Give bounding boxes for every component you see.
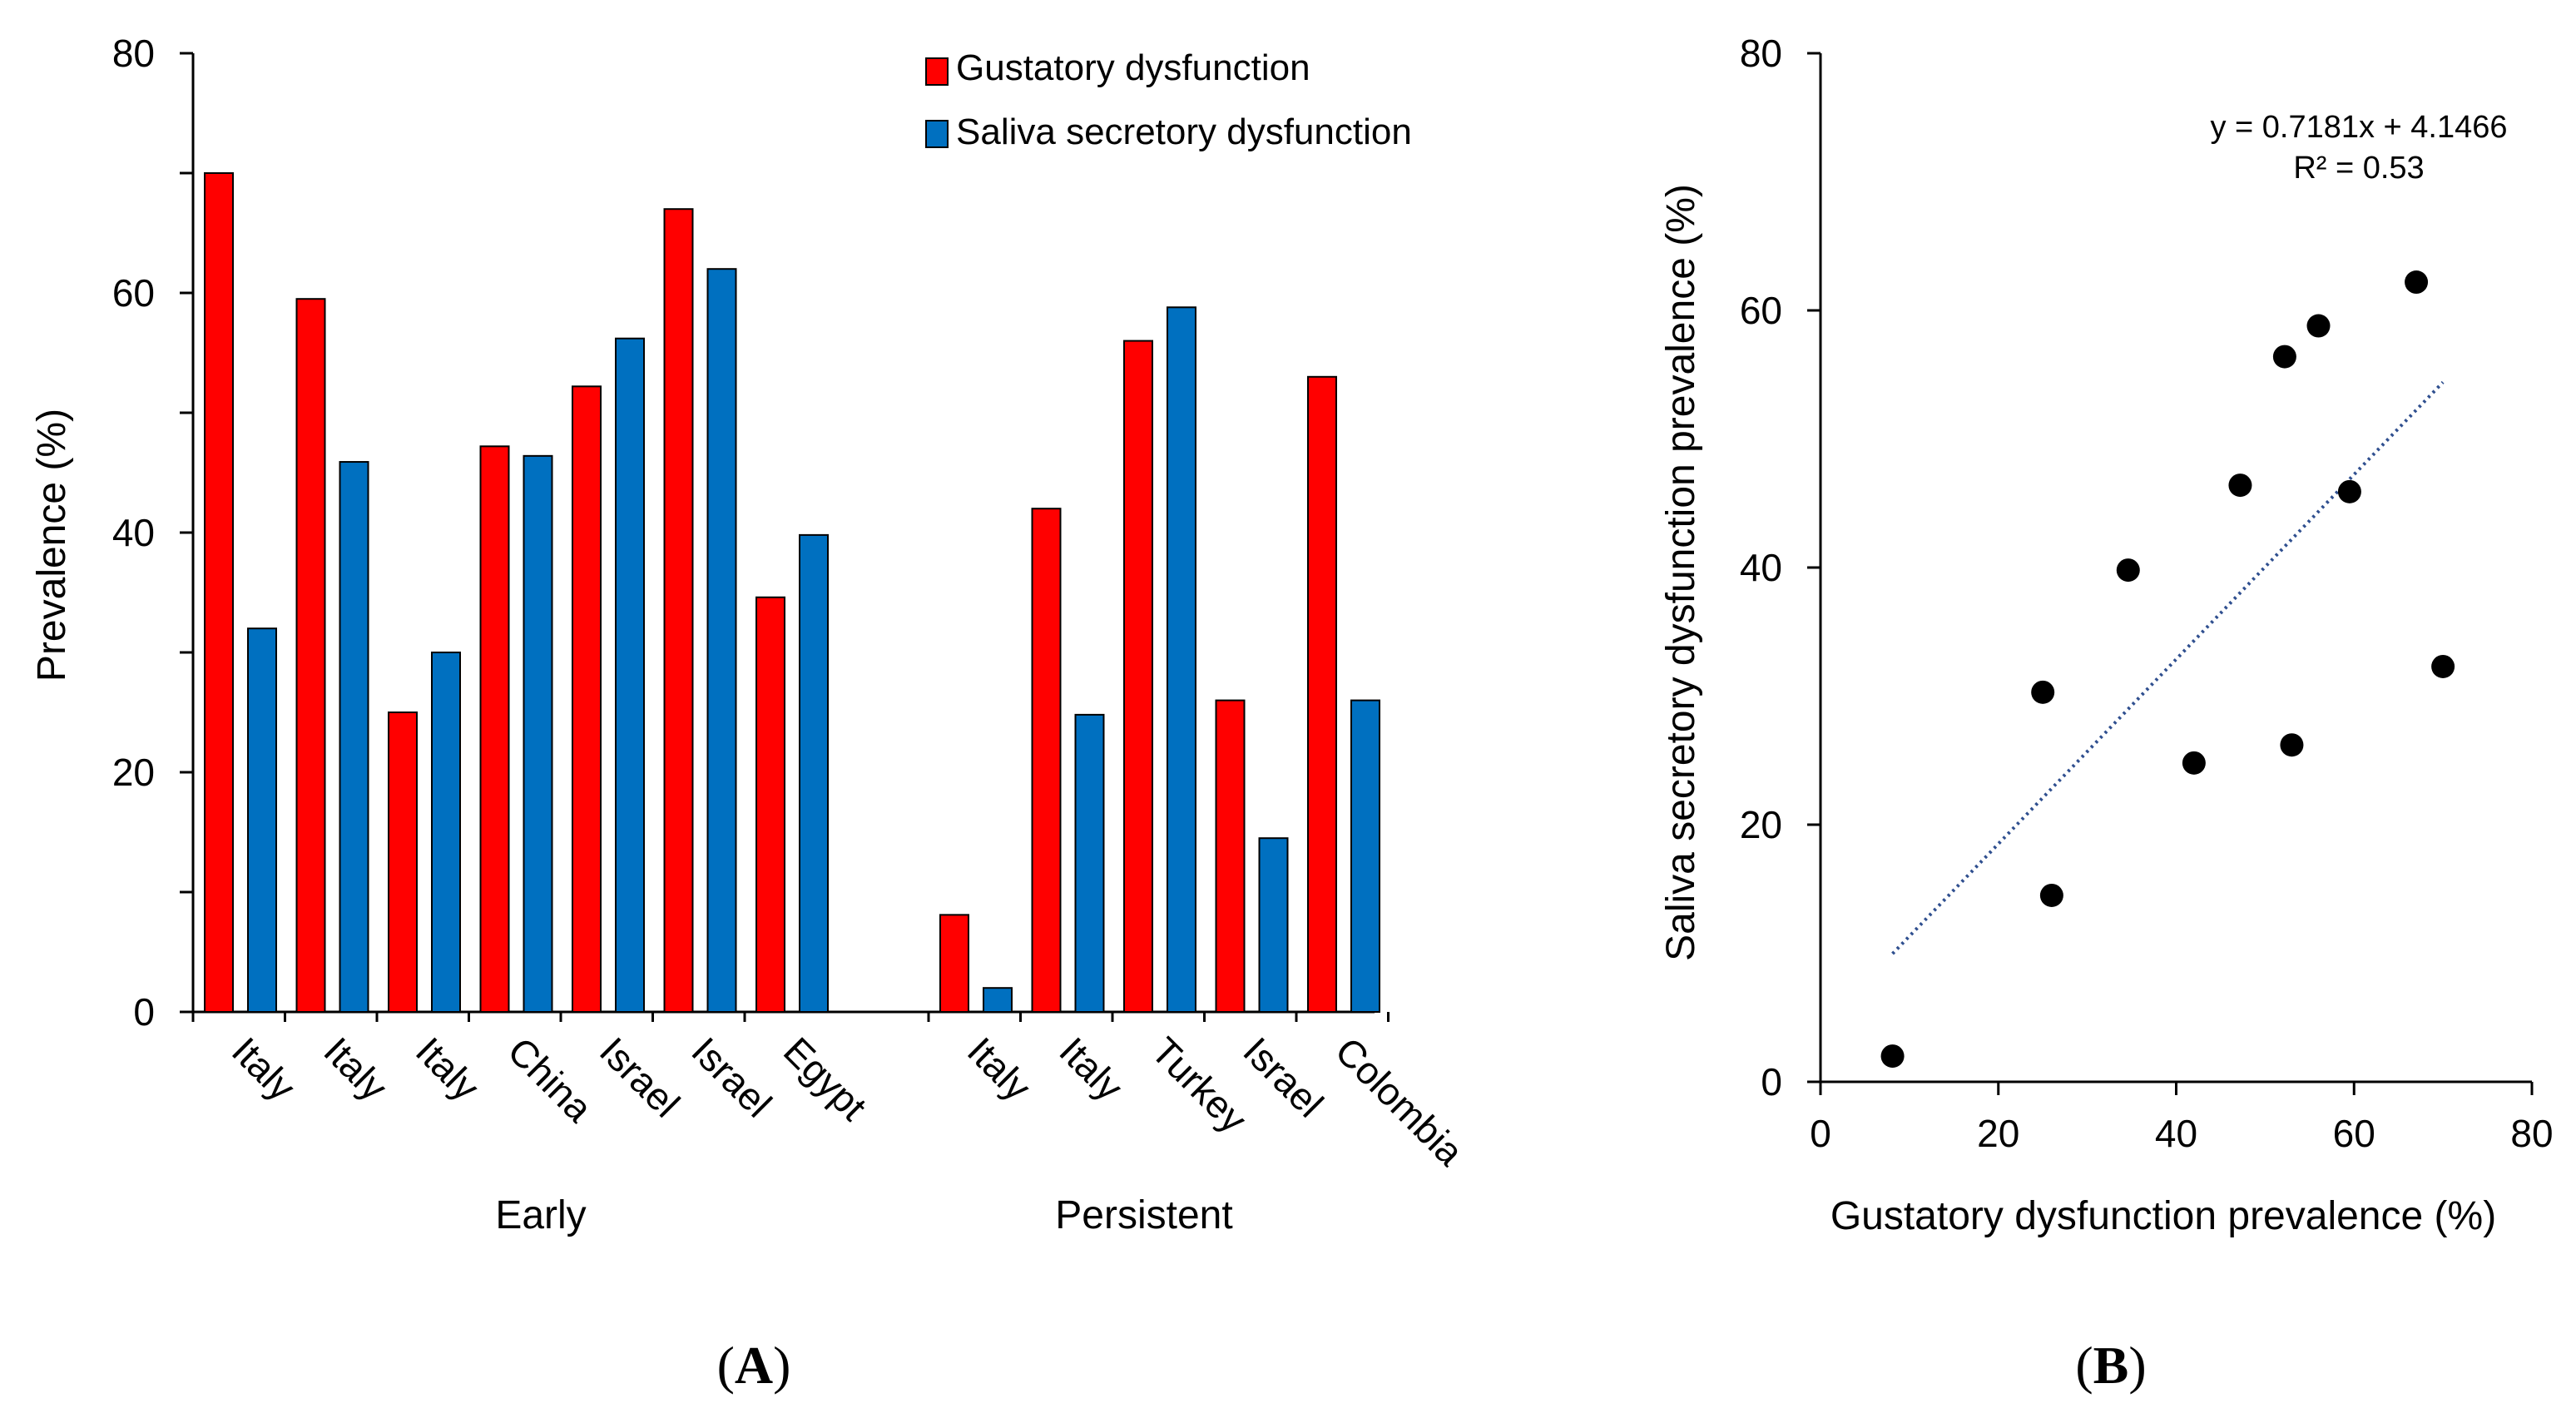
bar-gustatory (295, 298, 326, 1013)
scatter-point (2272, 345, 2296, 369)
category-label: Italy (1051, 1029, 1131, 1108)
panel-b-tick-labels: 0 20 40 60 80 0 20 40 60 80 (1740, 32, 2554, 1155)
bar-saliva (339, 461, 369, 1013)
bar-saliva (1350, 699, 1380, 1013)
category-label: Italy (408, 1029, 488, 1108)
panel-b-x-tick-label: 80 (2510, 1112, 2553, 1155)
bar-saliva (1074, 713, 1105, 1013)
bar-gustatory (939, 914, 969, 1013)
category-label: Israel (683, 1029, 780, 1125)
panel-b-y-tick-label: 80 (1740, 32, 1782, 75)
panel-a-group-label-persistent: Persistent (1055, 1193, 1232, 1237)
bar-gustatory (204, 172, 234, 1013)
category-label: Israel (592, 1029, 688, 1125)
panel-a-y-tick-label: 40 (112, 511, 155, 554)
panel-b-x-tick-label: 0 (1810, 1112, 1831, 1155)
bar-saliva (523, 454, 553, 1013)
category-label: Egypt (775, 1029, 875, 1128)
panel-a-tick-labels: 0 20 40 60 80 (112, 32, 155, 1034)
panel-b-y-axis-label: Saliva secretory dysfunction prevalence … (1659, 184, 1703, 961)
panel-b-trendline (1891, 380, 2445, 955)
legend-swatch-gustatory (925, 57, 949, 86)
bar-gustatory (1123, 340, 1153, 1014)
panel-b-y-tick-label: 0 (1761, 1060, 1782, 1103)
scatter-point (2431, 654, 2455, 678)
bar-saliva (615, 337, 645, 1014)
scatter-point (2405, 270, 2429, 295)
bar-gustatory (1215, 699, 1246, 1013)
panel-b-label: (B) (2075, 1336, 2146, 1395)
panel-b-y-tick-label: 40 (1740, 546, 1782, 589)
bar-gustatory (572, 385, 602, 1013)
panel-a-bars (204, 172, 1380, 1014)
bar-saliva (1258, 837, 1289, 1014)
bar-saliva (799, 533, 829, 1013)
category-label: China (499, 1029, 601, 1130)
category-label: Italy (315, 1029, 395, 1108)
category-label: Colombia (1327, 1029, 1472, 1173)
scatter-point (2306, 314, 2331, 338)
panel-a-label: (A) (717, 1336, 791, 1395)
category-label: Italy (959, 1029, 1039, 1108)
bar-saliva (706, 268, 737, 1013)
panel-a-y-tick-label: 0 (133, 990, 155, 1034)
panel-b-x-axis-label: Gustatory dysfunction prevalence (%) (1830, 1194, 2496, 1238)
bar-gustatory (388, 712, 418, 1013)
panel-b-x-tick-label: 60 (2333, 1112, 2375, 1155)
panel-a-y-tick-label: 80 (112, 32, 155, 75)
panel-a-y-axis-label: Prevalence (%) (30, 409, 74, 682)
scatter-point (2031, 680, 2055, 704)
bar-gustatory (1031, 508, 1062, 1013)
panel-a-group-label-early: Early (495, 1193, 586, 1237)
bar-gustatory (663, 208, 694, 1013)
category-label: Italy (224, 1029, 304, 1108)
category-label: Turkey (1143, 1029, 1256, 1141)
panel-b-x-tick-label: 20 (1977, 1112, 2019, 1155)
panel-a-y-tick-label: 60 (112, 271, 155, 315)
panel-b-x-tick-label: 40 (2155, 1112, 2197, 1155)
panel-b-axes (1807, 52, 2534, 1095)
scatter-point (2116, 558, 2140, 583)
bar-saliva (247, 627, 277, 1013)
bar-saliva (983, 987, 1013, 1013)
trendline-equation: y = 0.7181x + 4.1466 (2210, 110, 2507, 145)
bar-gustatory (1307, 375, 1337, 1013)
scatter-point (2337, 479, 2361, 503)
bar-gustatory (755, 596, 785, 1013)
scatter-point (2280, 733, 2304, 757)
legend-swatch-saliva (925, 120, 949, 148)
panel-a-legend: Gustatory dysfunction Saliva secretory d… (925, 47, 1412, 152)
panel-a-y-tick-label: 20 (112, 751, 155, 794)
panel-b-y-tick-label: 60 (1740, 289, 1782, 332)
legend-label-saliva: Saliva secretory dysfunction (956, 112, 1412, 152)
legend-label-gustatory: Gustatory dysfunction (956, 47, 1310, 88)
scatter-point (2039, 883, 2063, 907)
bar-gustatory (479, 445, 510, 1013)
scatter-point (2182, 751, 2206, 775)
bar-saliva (431, 652, 461, 1013)
scatter-point (1880, 1044, 1905, 1069)
panel-b-points (1880, 270, 2455, 1069)
scatter-point (2228, 474, 2252, 498)
bar-saliva (1167, 306, 1196, 1013)
panel-b-y-tick-label: 20 (1740, 803, 1782, 846)
trendline-r2: R² = 0.53 (2293, 151, 2424, 186)
